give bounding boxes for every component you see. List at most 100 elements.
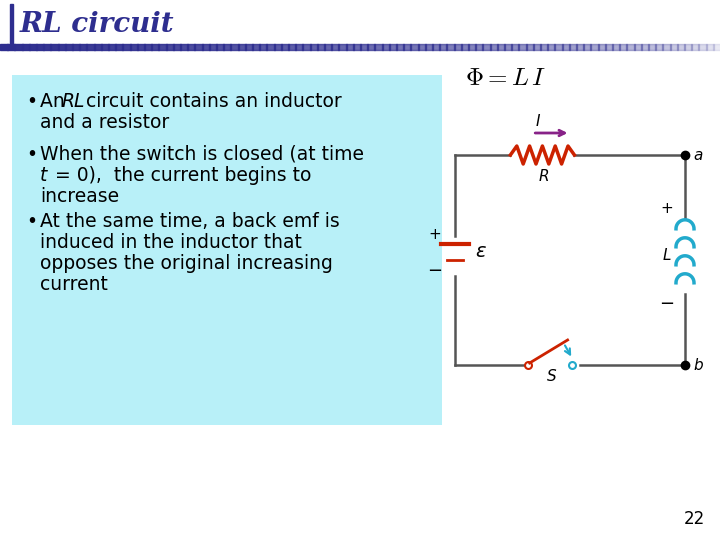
- Bar: [648, 44, 656, 50]
- Bar: [252, 44, 260, 50]
- Bar: [691, 44, 699, 50]
- Bar: [10, 4, 13, 48]
- Bar: [619, 44, 627, 50]
- Bar: [43, 44, 51, 50]
- Bar: [50, 44, 58, 50]
- Bar: [274, 44, 282, 50]
- Bar: [65, 44, 73, 50]
- Text: −: −: [660, 295, 675, 313]
- Bar: [641, 44, 649, 50]
- Text: An: An: [40, 92, 71, 111]
- Bar: [79, 44, 87, 50]
- Bar: [144, 44, 152, 50]
- Text: •: •: [26, 212, 37, 231]
- Bar: [194, 44, 202, 50]
- Bar: [598, 44, 606, 50]
- Bar: [130, 44, 138, 50]
- Text: I: I: [535, 114, 540, 129]
- Bar: [475, 44, 483, 50]
- Text: induced in the inductor that: induced in the inductor that: [40, 233, 302, 252]
- Text: •: •: [26, 145, 37, 164]
- Bar: [72, 44, 80, 50]
- Bar: [281, 44, 289, 50]
- Bar: [706, 44, 714, 50]
- Bar: [432, 44, 440, 50]
- Bar: [12, 75, 442, 425]
- Bar: [504, 44, 512, 50]
- Text: increase: increase: [40, 187, 119, 206]
- Bar: [526, 44, 534, 50]
- Text: RL circuit: RL circuit: [20, 10, 175, 37]
- Bar: [590, 44, 598, 50]
- Bar: [684, 44, 692, 50]
- Bar: [94, 44, 102, 50]
- Bar: [454, 44, 462, 50]
- Bar: [158, 44, 166, 50]
- Bar: [410, 44, 418, 50]
- Bar: [367, 44, 375, 50]
- Bar: [295, 44, 303, 50]
- Bar: [670, 44, 678, 50]
- Text: t: t: [40, 166, 48, 185]
- Bar: [360, 44, 368, 50]
- Bar: [461, 44, 469, 50]
- Bar: [569, 44, 577, 50]
- Text: current: current: [40, 275, 108, 294]
- Text: b: b: [693, 357, 703, 373]
- Bar: [180, 44, 188, 50]
- Bar: [540, 44, 548, 50]
- Bar: [605, 44, 613, 50]
- Bar: [14, 44, 22, 50]
- Bar: [151, 44, 159, 50]
- Text: opposes the original increasing: opposes the original increasing: [40, 254, 333, 273]
- Text: $\Phi = \mathbf{\mathit{L}}\,\mathbf{\mathit{I}}$: $\Phi = \mathbf{\mathit{L}}\,\mathbf{\ma…: [465, 66, 546, 90]
- Bar: [554, 44, 562, 50]
- Text: +: +: [661, 201, 673, 216]
- Bar: [713, 44, 720, 50]
- Bar: [324, 44, 332, 50]
- Bar: [302, 44, 310, 50]
- Text: 22: 22: [684, 510, 705, 528]
- Bar: [245, 44, 253, 50]
- Text: •: •: [26, 92, 37, 111]
- Bar: [266, 44, 274, 50]
- Text: and a resistor: and a resistor: [40, 113, 169, 132]
- Text: −: −: [428, 262, 443, 280]
- Bar: [518, 44, 526, 50]
- Bar: [173, 44, 181, 50]
- Bar: [418, 44, 426, 50]
- Bar: [122, 44, 130, 50]
- Bar: [223, 44, 231, 50]
- Bar: [101, 44, 109, 50]
- Text: circuit contains an inductor: circuit contains an inductor: [80, 92, 342, 111]
- Bar: [115, 44, 123, 50]
- Bar: [389, 44, 397, 50]
- Bar: [187, 44, 195, 50]
- Bar: [288, 44, 296, 50]
- Bar: [490, 44, 498, 50]
- Bar: [634, 44, 642, 50]
- Bar: [346, 44, 354, 50]
- Bar: [86, 44, 94, 50]
- Text: L: L: [662, 248, 671, 264]
- Bar: [583, 44, 591, 50]
- Bar: [677, 44, 685, 50]
- Bar: [216, 44, 224, 50]
- Bar: [446, 44, 454, 50]
- Text: When the switch is closed (at time: When the switch is closed (at time: [40, 145, 364, 164]
- Text: At the same time, a back emf is: At the same time, a back emf is: [40, 212, 340, 231]
- Text: RL: RL: [62, 92, 86, 111]
- Bar: [374, 44, 382, 50]
- Text: = 0),  the current begins to: = 0), the current begins to: [49, 166, 311, 185]
- Bar: [29, 44, 37, 50]
- Bar: [655, 44, 663, 50]
- Bar: [36, 44, 44, 50]
- Bar: [425, 44, 433, 50]
- Text: +: +: [428, 227, 441, 242]
- Bar: [626, 44, 634, 50]
- Bar: [108, 44, 116, 50]
- Text: S: S: [546, 369, 557, 384]
- Bar: [338, 44, 346, 50]
- Bar: [547, 44, 555, 50]
- Bar: [7, 44, 15, 50]
